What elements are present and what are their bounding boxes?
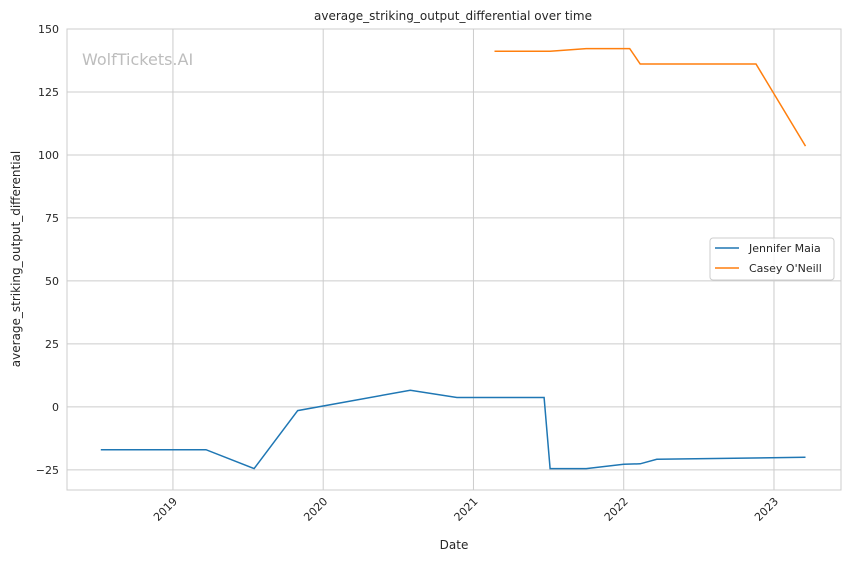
y-tick-label: 125	[38, 86, 59, 99]
plot-frame	[66, 28, 842, 491]
watermark: WolfTickets.AI	[82, 50, 193, 69]
legend-box	[709, 237, 835, 281]
series-lines	[100, 47, 807, 470]
series-line-casey-o-neill	[494, 47, 807, 147]
y-tick-label: −25	[36, 464, 59, 477]
x-axis-label: Date	[440, 538, 469, 552]
x-tick-label: 2023	[752, 495, 781, 524]
x-tick-label: 2020	[301, 495, 330, 524]
x-tick-label: 2022	[602, 495, 631, 524]
chart-title: average_striking_output_differential ove…	[314, 9, 592, 23]
tick-labels: −25 0 25 50 75 100 125 150 2019 2020 2021 2022 2023	[36, 23, 781, 524]
y-tick-label: 150	[38, 23, 59, 36]
legend-label-casey-oneill: Casey O'Neill	[749, 262, 822, 275]
x-tick-label: 2019	[151, 495, 180, 524]
y-tick-label: 75	[45, 212, 59, 225]
y-tick-label: 50	[45, 275, 59, 288]
y-tick-label: 0	[52, 401, 59, 414]
y-axis-label: average_striking_output_differential	[9, 151, 23, 367]
legend-label-jennifer-maia: Jennifer Maia	[748, 242, 821, 255]
y-tick-label: 25	[45, 338, 59, 351]
y-tick-label: 100	[38, 149, 59, 162]
series-line-jennifer-maia	[100, 389, 806, 470]
x-tick-label: 2021	[452, 495, 481, 524]
legend: Jennifer Maia Casey O'Neill	[709, 237, 835, 281]
